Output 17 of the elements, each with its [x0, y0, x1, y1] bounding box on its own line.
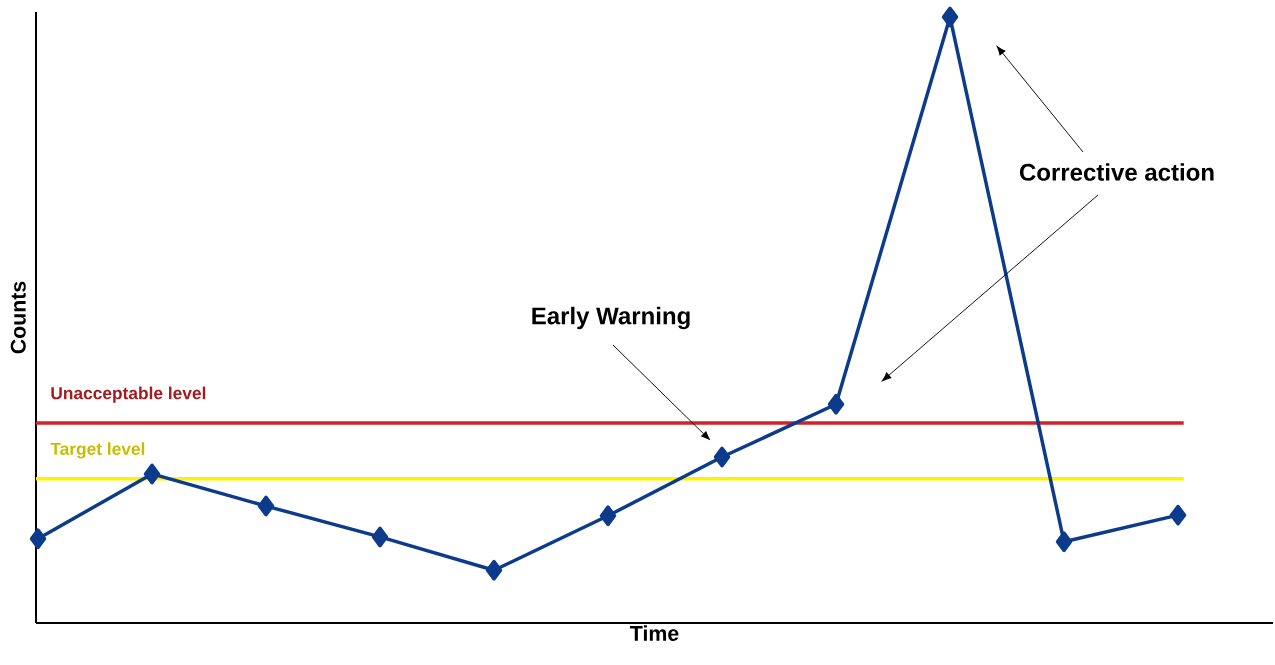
- point: [371, 526, 389, 548]
- annotation: Corrective action: [1019, 163, 1214, 181]
- point: [1169, 504, 1187, 526]
- ref-line-label: Unacceptable level: [51, 386, 206, 403]
- y-axis-title: Counts: [10, 281, 26, 354]
- point: [827, 393, 845, 415]
- point: [257, 495, 275, 517]
- point: [143, 463, 161, 485]
- point: [29, 528, 47, 550]
- x-axis-title: Time: [630, 625, 679, 641]
- point: [599, 505, 617, 527]
- point: [713, 446, 731, 468]
- ref-line-label: Target level: [50, 442, 145, 459]
- point: [941, 6, 959, 28]
- point: [1055, 531, 1073, 553]
- point: [485, 559, 503, 581]
- annotation: Early Warning: [532, 306, 690, 330]
